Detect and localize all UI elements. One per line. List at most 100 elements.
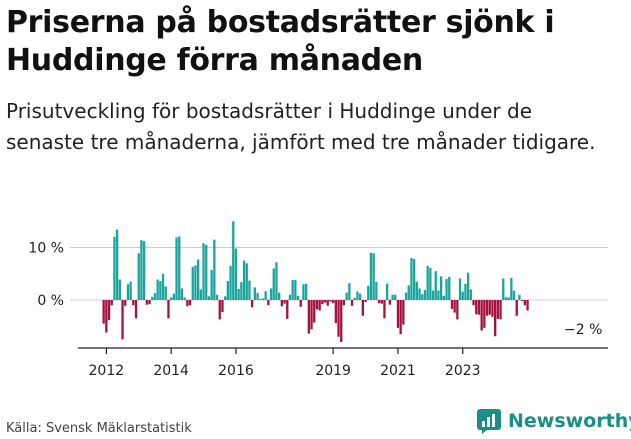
bar-58 (259, 298, 262, 300)
xtick-label-1: 2014 (153, 363, 189, 379)
bar-125 (440, 276, 443, 301)
bar-29 (180, 288, 184, 300)
bar-105 (386, 283, 389, 301)
bar-100 (372, 253, 375, 301)
bar-107 (391, 294, 394, 300)
bar-5 (116, 229, 119, 300)
bar-76 (307, 300, 310, 334)
ytick-label-0: 10 % (28, 241, 64, 257)
bar-96 (361, 300, 364, 316)
bar-23 (164, 286, 167, 300)
bar-92 (350, 300, 354, 306)
bar-37 (202, 243, 205, 300)
bar-51 (240, 282, 243, 300)
bar-69 (288, 294, 292, 300)
bar-26 (172, 293, 175, 300)
bar-154 (518, 294, 521, 300)
bar-114 (410, 258, 413, 300)
bar-2 (107, 300, 111, 320)
bar-41 (213, 239, 216, 301)
bar-81 (321, 300, 324, 305)
chart-title: Priserna på bostadsrätter sjönk i Huddin… (6, 5, 555, 78)
bar-86 (334, 300, 337, 324)
bar-63 (272, 268, 275, 300)
bar-49 (234, 248, 238, 300)
bar-27 (175, 237, 178, 301)
bar-34 (194, 265, 197, 300)
bar-145 (494, 300, 497, 337)
bar-30 (183, 297, 186, 301)
bar-77 (310, 300, 313, 330)
bar-147 (499, 300, 502, 320)
bar-132 (458, 278, 462, 300)
bar-50 (237, 288, 240, 301)
bar-56 (253, 287, 256, 300)
bar-39 (207, 296, 211, 300)
bar-106 (388, 300, 391, 305)
bar-19 (153, 293, 157, 301)
bar-155 (521, 300, 524, 302)
bar-36 (199, 289, 202, 300)
gridlines (70, 247, 608, 301)
bar-75 (305, 283, 308, 301)
bar-12 (134, 300, 138, 319)
bar-72 (296, 295, 300, 300)
bar-123 (434, 271, 437, 301)
bar-131 (456, 300, 459, 320)
bar-11 (132, 300, 135, 306)
bar-85 (332, 300, 335, 304)
bar-151 (510, 277, 513, 300)
bar-21 (159, 281, 162, 300)
bar-88 (340, 300, 343, 342)
bar-43 (218, 300, 221, 320)
bar-40 (210, 270, 213, 300)
last-value-label: −2 % (564, 322, 602, 338)
bar-24 (167, 300, 170, 319)
chart-subtitle: Prisutveckling för bostadsrätter i Huddi… (6, 99, 596, 154)
bar-42 (215, 294, 219, 300)
bar-82 (323, 300, 327, 303)
bar-55 (251, 300, 254, 308)
bar-62 (269, 288, 273, 300)
bar-45 (224, 296, 227, 300)
bar-87 (337, 300, 340, 337)
bar-46 (226, 281, 229, 300)
bar-119 (423, 290, 427, 300)
bar-91 (348, 283, 351, 300)
bar-3 (110, 300, 113, 306)
bar-127 (445, 279, 448, 300)
bar-118 (421, 294, 424, 301)
bar-113 (407, 285, 410, 300)
bar-144 (491, 300, 494, 317)
bar-48 (232, 221, 235, 300)
bar-101 (375, 281, 378, 301)
bar-70 (291, 280, 294, 300)
bar-143 (488, 300, 491, 315)
xtick-label-0: 2012 (89, 363, 125, 379)
bar-7 (121, 300, 124, 340)
bar-109 (396, 300, 400, 328)
bar-98 (367, 285, 370, 300)
bar-140 (480, 300, 483, 331)
bar-59 (261, 298, 265, 300)
bar-93 (353, 297, 356, 300)
bar-65 (278, 292, 281, 300)
bar-103 (380, 300, 383, 304)
bar-22 (161, 273, 165, 300)
bar-54 (248, 280, 251, 300)
ytick-labels: 10 % 0 % (28, 241, 64, 310)
bar-111 (402, 300, 405, 325)
bars (102, 221, 529, 342)
bar-116 (415, 281, 418, 301)
bar-150 (507, 297, 510, 301)
bar-129 (450, 300, 454, 309)
bar-141 (483, 300, 486, 328)
bar-110 (399, 300, 402, 335)
bar-122 (431, 290, 435, 300)
bar-73 (299, 300, 302, 307)
bar-6 (118, 279, 121, 300)
bar-33 (191, 266, 194, 300)
bar-35 (197, 259, 200, 300)
bar-44 (221, 300, 224, 313)
bar-126 (442, 295, 445, 300)
